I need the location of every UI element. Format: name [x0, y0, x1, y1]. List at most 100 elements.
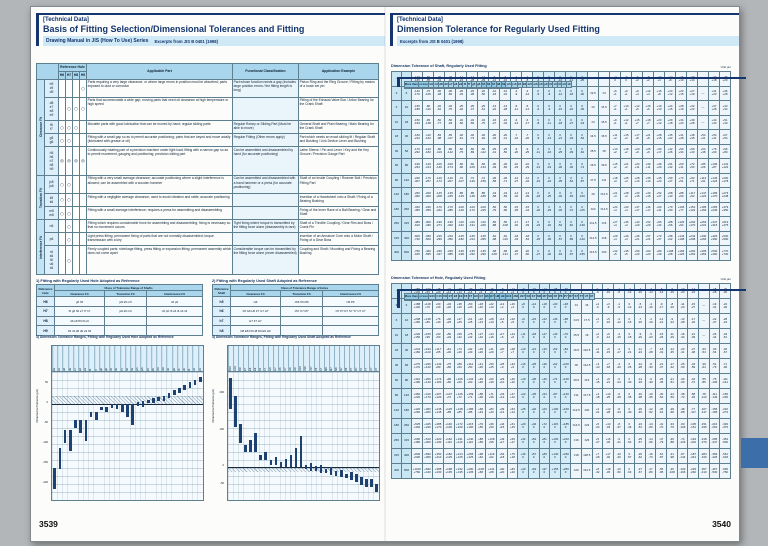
deviation-cell: -360 -500 — [422, 230, 434, 246]
table-row: 18 30 -160 -212 -110 -162 -65 -98 -65 -117 -40… — [391, 129, 731, 145]
deviation-cell: -51 -76 — [708, 358, 721, 374]
deviation-cell: +25 +3 — [620, 172, 632, 188]
deviation-cell: -107 -147 — [697, 403, 710, 419]
applicability-mark — [79, 245, 87, 275]
deviation-cell: +263 +231 — [697, 216, 709, 232]
deviation-cell: +6 -15 — [602, 343, 614, 359]
dimension-range-cell: 120 — [391, 403, 402, 419]
deviation-cell: -105 -151 — [687, 418, 699, 434]
deviation-cell: -13 -28 — [676, 313, 689, 329]
deviation-cell: ±20 — [581, 403, 593, 419]
deviation-cell: -25 -50 — [676, 358, 689, 374]
chart3-plot-area: b9 c9 d8 d9 e7 e8 e9 f6 f7 g5 g6 h5 h6 h7 h8 h9 js5 js6 k5… — [36, 345, 206, 505]
dimension-range-cell: 10 — [391, 328, 402, 344]
deviation-cell: +2 -11 — [591, 343, 604, 359]
deviation-cell: -50 -75 — [455, 143, 467, 159]
tolerance-bar — [365, 479, 368, 487]
deviation-cell: +73 +40 — [453, 343, 466, 359]
functional-classification-cell: Can be assembled and disassembled with a… — [232, 174, 299, 195]
deviation-cell: +90 +60 — [442, 373, 455, 389]
deviation-cell: -111 -141 — [719, 373, 731, 389]
applicability-mark: ○ — [65, 219, 73, 234]
deviation-cell: -60 -106 — [676, 418, 689, 434]
deviation-cell: -95 -138 — [422, 114, 434, 130]
class-list-cell: n6 p6 r6 s6 t6 u6 x6 — [146, 306, 203, 317]
deviation-cell: -72 -107 — [455, 172, 467, 188]
deviation-cell: 0 -140 — [576, 230, 588, 246]
dimension-range-cell: 18 — [401, 114, 412, 130]
fitting-selection-table: Reference Hole Applicable Part Functional … — [36, 63, 379, 275]
table-row: h5 H6 JS6 K6 M6 N6 P6 — [212, 296, 380, 308]
deviation-cell: -16 -27 — [488, 114, 500, 130]
deviation-cell: -7 -20 — [521, 129, 533, 145]
deviation-cell: -150 -193 — [411, 114, 423, 130]
deviation-cell: +35 +22 — [664, 129, 676, 145]
shaft-tolerance-chart: 3) Dimension Tolerance Ranges, Fitting w… — [36, 335, 206, 505]
tolerance-bar — [279, 462, 283, 468]
category-label: K6 — [313, 346, 319, 372]
deviation-cell: -284 -340 — [697, 448, 710, 464]
deviation-cell: -34 -59 — [687, 358, 699, 374]
deviation-cell: +15 +7 — [631, 114, 643, 130]
tolerance-bar — [314, 466, 318, 472]
class-list-cell: JS7 K7 M7 — [280, 306, 323, 317]
reference-tolerance-band — [228, 467, 379, 472]
category-label: n6 — [166, 346, 172, 372]
deviation-cell: 0 -16 — [543, 143, 555, 159]
deviation-cell: +37 +28 — [708, 100, 720, 116]
deviation-cell: -25 -41 — [488, 143, 500, 159]
deviation-cell: 0 -30 — [623, 373, 636, 389]
deviation-cell: ±12.5 — [598, 187, 610, 203]
table-row: H8 d9 e8 f8 h8 e9 — [36, 315, 203, 327]
deviation-cell: 0 -15 — [623, 313, 636, 329]
deviation-cell: ±7.5 — [581, 313, 593, 329]
deviation-cell: +68 +43 — [664, 187, 676, 203]
tolerance-bar — [269, 459, 273, 465]
deviation-cell: — — [697, 85, 709, 101]
table-row: 50 80 -190 -264 -140 -214 -100 -146 -100 -174… — [391, 158, 731, 174]
deviation-cell: -240 -355 — [422, 201, 434, 217]
deviation-cell: +126 +94 — [675, 216, 687, 232]
deviation-cell: 0 -35 — [623, 388, 636, 404]
over-header: More than — [403, 293, 419, 300]
deviation-cell: -20 -45 — [634, 403, 646, 419]
deviation-cell: +25 0 — [517, 403, 529, 419]
deviation-cell: -18 -43 — [510, 230, 522, 246]
table-row: 120 180 +420 +260 +360 +200 +245 +145 +125 +8… — [391, 403, 731, 419]
applicability-mark — [79, 174, 87, 195]
applicability-mark — [58, 96, 66, 122]
deviation-cell: +7 -29 — [591, 448, 604, 464]
deviation-cell: 0 -115 — [576, 201, 588, 217]
deviation-cell: +9 -21 — [602, 373, 614, 389]
dimension-range-cell: 80 — [401, 373, 412, 389]
deviation-cell: +5 -10 — [602, 313, 614, 329]
class-list-cell: N6 P6 — [321, 296, 380, 308]
tolerance-bar — [63, 430, 67, 444]
deviation-cell: +79 +50 — [474, 418, 487, 434]
deviation-cell: +310 +190 — [411, 373, 423, 389]
deviation-cell: -5 -11 — [510, 100, 522, 116]
deviation-cell: -60 -134 — [477, 158, 489, 174]
deviation-cell: +44 +15 — [496, 418, 508, 434]
y-axis-title: Dimensional Tolerance (μm) — [212, 389, 215, 423]
deviation-cell: -16 -34 — [499, 114, 511, 130]
deviation-cell: +146 +124 — [708, 172, 720, 188]
deviation-cell: +330 +294 — [697, 230, 709, 246]
deviation-cell: -36 -61 — [655, 403, 667, 419]
application-example-cell: Shaft of an Inside Coupling / Reamer Bol… — [298, 174, 379, 195]
deviation-cell: -8 -33 — [612, 403, 625, 419]
deviation-cell: -467 -530 — [708, 463, 721, 479]
table-row: h7 E7 F7 H7 — [212, 315, 380, 327]
dimension-range-cell: 30 — [391, 358, 402, 374]
deviation-cell: -561 -618 — [719, 448, 731, 464]
tolerance-bar — [173, 390, 176, 396]
deviation-cell: +360 +220 — [411, 388, 423, 404]
deviation-cell: -100 -215 — [477, 201, 489, 217]
category-label: JS7 — [308, 346, 314, 372]
deviation-cell: +12 +1 — [620, 114, 632, 130]
y-axis-title: Dimensional Tolerance (μm) — [36, 389, 39, 423]
deviation-cell: -4 -19 — [644, 313, 657, 329]
deviation-cell: ±14.5 — [598, 201, 610, 217]
tolerance-bar — [120, 404, 124, 413]
application-example-cell: Shaft of a Throttle Coupling / Gear Rim … — [298, 219, 379, 234]
